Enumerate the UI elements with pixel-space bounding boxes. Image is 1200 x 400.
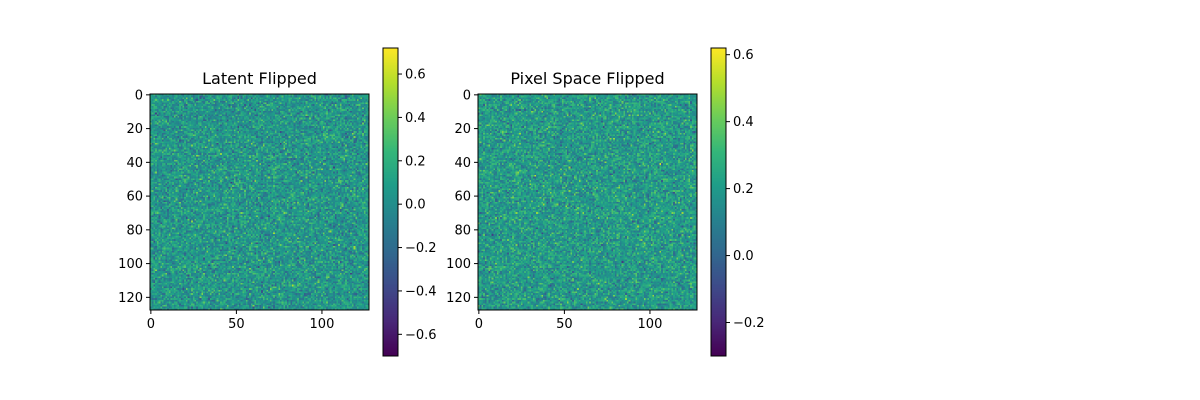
y-tick-label: 40	[126, 156, 143, 171]
colorbar	[711, 48, 726, 356]
colorbar-tick-label: −0.2	[405, 241, 437, 256]
colorbar-tick-label: 0.6	[405, 68, 426, 83]
y-tick-label: 40	[454, 156, 471, 171]
colorbar-tick-label: −0.6	[405, 328, 437, 343]
y-tick-label: 80	[454, 223, 471, 238]
y-tick-label: 20	[126, 122, 143, 137]
colorbar-tick-label: −0.2	[733, 316, 765, 331]
colorbar-tick-label: 0.0	[733, 249, 754, 264]
x-axis: 0 50 100	[147, 310, 335, 332]
y-tick-label: 80	[126, 223, 143, 238]
x-tick-label: 50	[228, 317, 245, 332]
y-tick-label: 120	[446, 291, 471, 306]
x-tick-label: 100	[310, 317, 335, 332]
colorbar-tick-label: 0.2	[405, 154, 426, 169]
chart-pixel-space-flipped: Pixel Space Flipped 0 50 100 0 20 40 60 80 100 1…	[446, 47, 765, 357]
x-tick-label: 50	[556, 317, 573, 332]
y-axis: 0 20 40 60 80 100 120	[118, 88, 150, 306]
x-tick-label: 0	[475, 317, 483, 332]
y-tick-label: 0	[463, 88, 471, 103]
y-axis: 0 20 40 60 80 100 120	[446, 88, 478, 306]
colorbar-tick-label: 0.4	[405, 111, 426, 126]
x-tick-label: 0	[147, 317, 155, 332]
y-tick-label: 120	[118, 291, 143, 306]
colorbar	[383, 48, 398, 356]
colorbar-tick-label: 0.0	[405, 198, 426, 213]
colorbar-frame	[382, 47, 399, 357]
x-tick-label: 100	[638, 317, 663, 332]
chart-title: Latent Flipped	[202, 69, 317, 88]
y-tick-label: 0	[135, 88, 143, 103]
plot-frame	[149, 93, 370, 311]
plot-frame	[477, 93, 698, 311]
y-tick-label: 60	[126, 190, 143, 205]
heatmap-image	[150, 94, 369, 310]
y-tick-label: 100	[446, 257, 471, 272]
y-tick-label: 100	[118, 257, 143, 272]
chart-title: Pixel Space Flipped	[510, 69, 664, 88]
heatmap-image	[478, 94, 697, 310]
colorbar-tick-label: 0.4	[733, 115, 754, 130]
y-tick-label: 60	[454, 190, 471, 205]
colorbar-tick-label: −0.4	[405, 284, 437, 299]
x-axis: 0 50 100	[475, 310, 663, 332]
colorbar-tick-label: 0.6	[733, 48, 754, 63]
colorbar-axis: −0.6 −0.4 −0.2 0.0 0.2 0.4 0.6	[398, 68, 437, 343]
chart-latent-flipped: Latent Flipped 0 50 100 0 20 40 60 80 100 120 −0…	[118, 47, 437, 357]
colorbar-axis: −0.2 0.0 0.2 0.4 0.6	[726, 48, 765, 331]
colorbar-tick-label: 0.2	[733, 182, 754, 197]
colorbar-frame	[710, 47, 727, 357]
y-tick-label: 20	[454, 122, 471, 137]
